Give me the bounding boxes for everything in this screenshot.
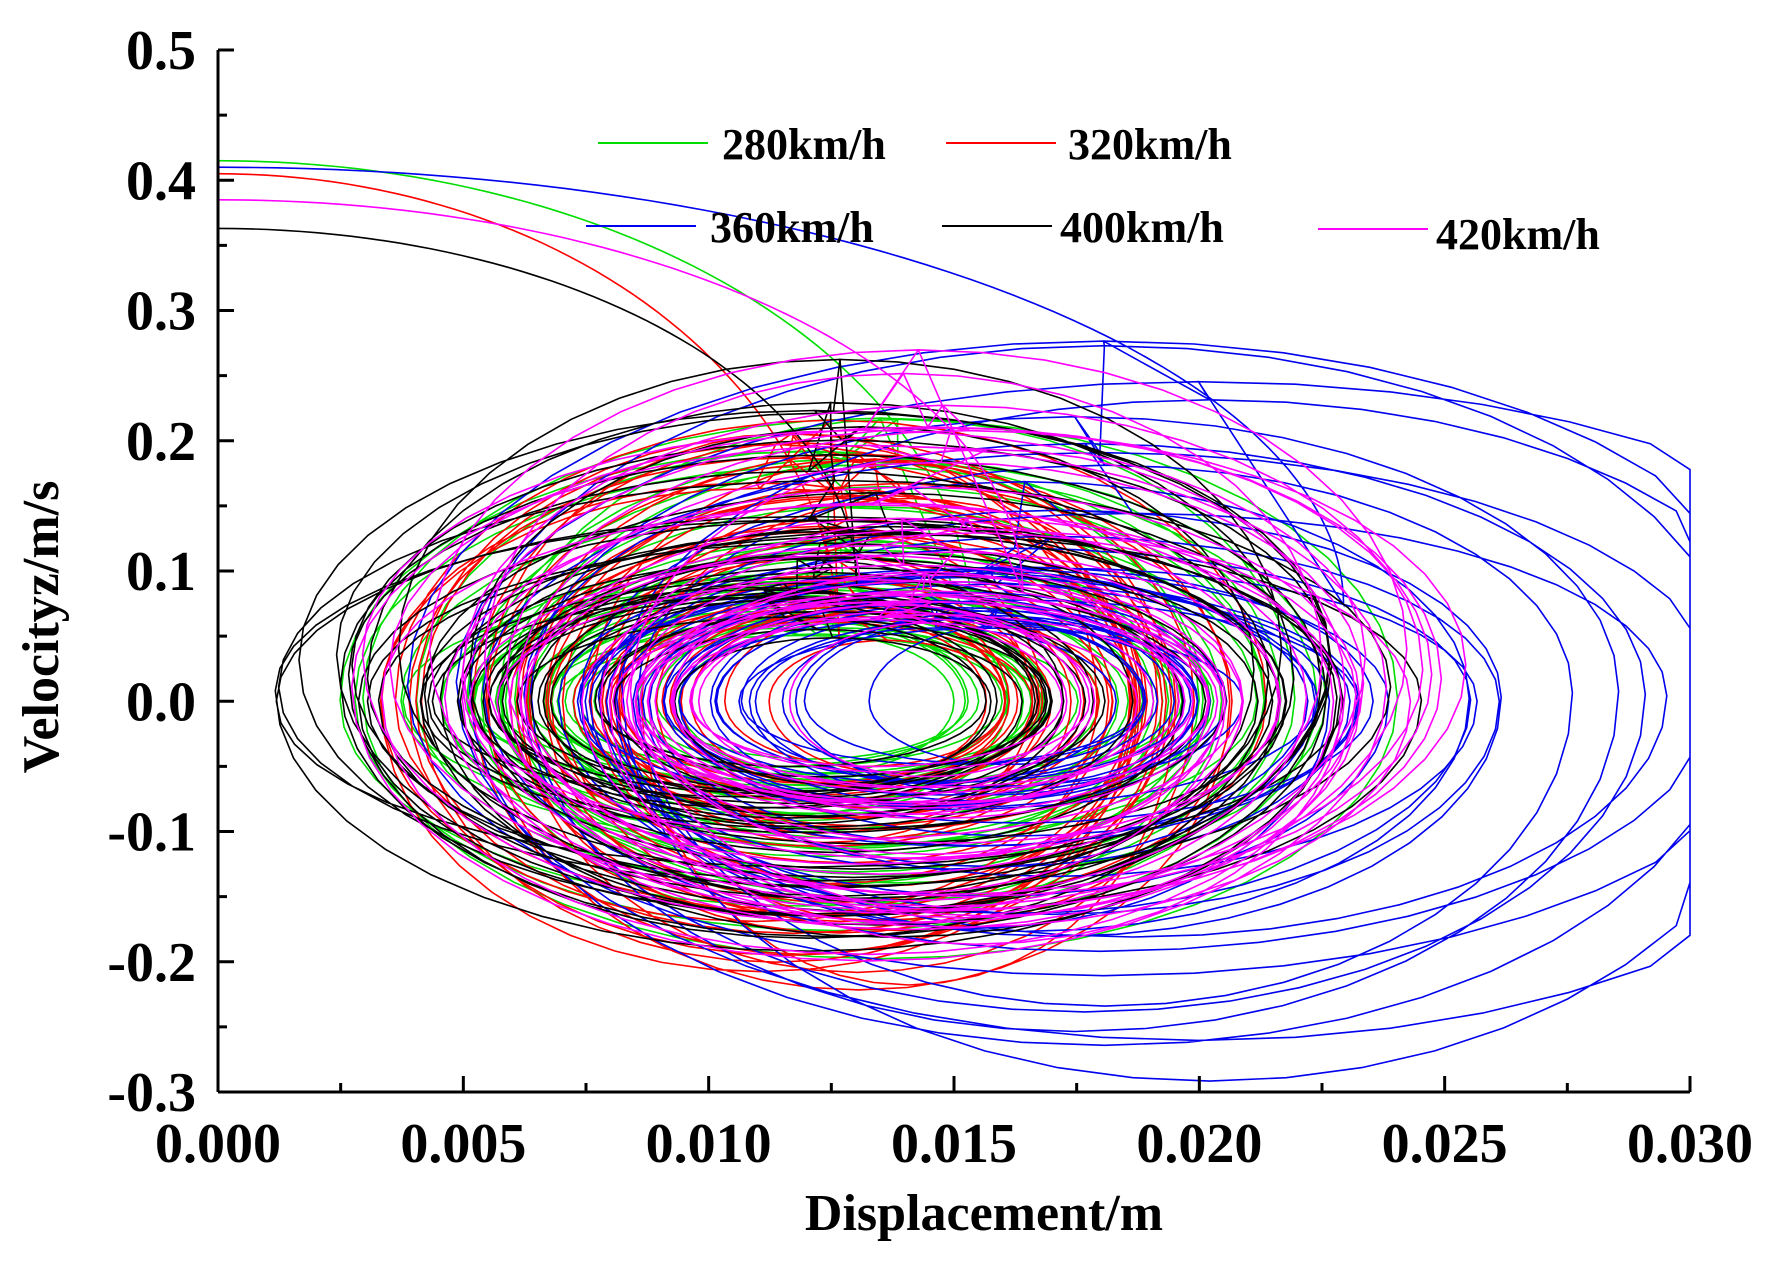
y-tick-label: -0.1 — [107, 802, 196, 864]
legend-item: 360km/h — [586, 203, 874, 252]
y-tick-label: 0.2 — [126, 411, 196, 473]
legend-item: 420km/h — [1318, 210, 1600, 259]
x-tick-label: 0.010 — [646, 1113, 772, 1175]
y-tick-label: 0.0 — [126, 671, 196, 733]
x-tick-label: 0.020 — [1136, 1113, 1262, 1175]
legend-label: 280km/h — [722, 120, 886, 169]
legend-label: 360km/h — [710, 203, 874, 252]
x-axis-title: Displacement/m — [805, 1185, 1163, 1242]
legend-label: 400km/h — [1060, 203, 1224, 252]
legend-item: 280km/h — [598, 120, 886, 169]
legend-label: 320km/h — [1068, 120, 1232, 169]
y-tick-label: 0.4 — [126, 150, 196, 212]
y-tick-label: -0.2 — [107, 932, 196, 994]
y-tick-label: -0.3 — [107, 1062, 196, 1124]
legend-item: 320km/h — [946, 120, 1232, 169]
y-tick-label: 0.5 — [126, 20, 196, 82]
legend: 280km/h 320km/h 360km/h 400km/h 420km/h — [586, 120, 1600, 259]
x-tick-label: 0.015 — [891, 1113, 1017, 1175]
curves-layer — [217, 159, 1691, 1082]
x-tick-label: 0.005 — [400, 1113, 526, 1175]
y-tick-label: 0.3 — [126, 281, 196, 343]
legend-label: 420km/h — [1436, 210, 1600, 259]
series-line — [217, 199, 1467, 962]
legend-item: 400km/h — [942, 203, 1224, 252]
x-tick-label: 0.030 — [1627, 1113, 1753, 1175]
axes: 0.000 0.005 0.010 0.015 0.020 0.025 0.030 -0.3 -… — [107, 20, 1753, 1175]
series-line — [217, 227, 1423, 953]
series-400km-h — [217, 227, 1423, 953]
x-tick-label: 0.000 — [155, 1113, 281, 1175]
y-tick-label: 0.1 — [126, 541, 196, 603]
y-axis-title: Velocityz/m/s — [13, 481, 70, 774]
x-tick-label: 0.025 — [1382, 1113, 1508, 1175]
series-420km-h — [217, 199, 1467, 962]
